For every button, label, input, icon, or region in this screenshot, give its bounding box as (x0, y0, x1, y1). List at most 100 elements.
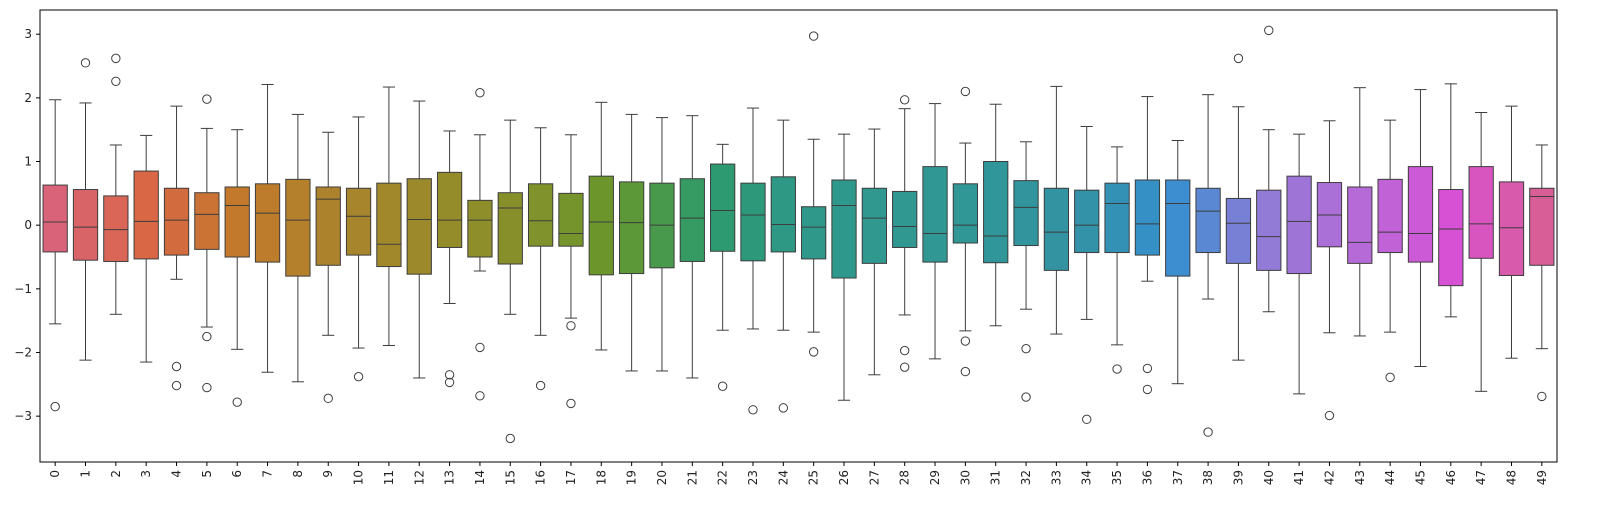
outlier-point (808, 347, 819, 357)
x-tick-label: 23 (746, 470, 760, 485)
box-iqr (618, 181, 645, 275)
outlier-point (323, 393, 333, 404)
box-iqr (163, 187, 190, 256)
box-iqr (710, 163, 736, 252)
x-tick-label: 32 (1019, 470, 1033, 485)
box-iqr (527, 183, 554, 247)
outlier-point (1385, 372, 1395, 383)
box-42 (1316, 120, 1343, 421)
box-0 (42, 99, 68, 412)
x-tick-label: 41 (1292, 470, 1306, 485)
box-41 (1286, 133, 1312, 395)
x-tick-label: 12 (412, 470, 426, 485)
box-4 (163, 105, 190, 391)
box-iqr (831, 179, 857, 279)
x-tick-label: 1 (79, 470, 93, 478)
box-7 (254, 83, 281, 373)
outlier-point (111, 53, 121, 64)
outlier-point (1082, 414, 1092, 425)
outlier-point (899, 362, 910, 372)
outlier-point (475, 88, 485, 98)
outlier-point (1324, 410, 1335, 421)
x-tick-label: 6 (230, 470, 244, 478)
box-iqr (861, 187, 887, 264)
x-tick-label: 11 (382, 470, 396, 485)
box-iqr (194, 192, 220, 250)
x-tick-label: 34 (1080, 470, 1094, 485)
outlier-point (475, 342, 485, 353)
box-iqr (952, 183, 979, 244)
box-47 (1468, 111, 1494, 392)
x-tick-label: 47 (1474, 470, 1488, 485)
outlier-point (1112, 364, 1122, 374)
outlier-point (202, 382, 212, 393)
box-iqr (558, 192, 584, 247)
box-iqr (315, 186, 341, 266)
box-iqr (42, 184, 68, 253)
y-tick-label: −1 (14, 282, 32, 296)
outlier-point (1203, 427, 1213, 437)
outlier-point (80, 58, 91, 68)
box-iqr (72, 189, 99, 261)
outlier-point (171, 380, 182, 391)
box-iqr (922, 166, 948, 263)
box-43 (1347, 87, 1373, 337)
box-iqr (1195, 187, 1221, 254)
outlier-point (778, 403, 789, 413)
outlier-point (1233, 53, 1244, 64)
box-iqr (1377, 178, 1403, 254)
x-tick-label: 30 (958, 470, 972, 485)
box-20 (649, 117, 675, 372)
box-40 (1256, 25, 1282, 313)
y-tick-label: −3 (14, 409, 32, 423)
box-35 (1104, 146, 1130, 374)
box-iqr (103, 195, 129, 262)
x-tick-label: 20 (655, 470, 669, 485)
outlier-point (475, 391, 485, 401)
x-tick-label: 39 (1231, 470, 1245, 485)
x-axis: 0 1 2 3 4 5 6 7 8 9 10 11 12 13 14 15 16 17 18 19 20 21 22 23 24… (48, 462, 1549, 485)
outlier-point (535, 380, 546, 391)
box-iqr (345, 187, 372, 256)
outlier-point (960, 86, 971, 97)
box-iqr (1347, 186, 1373, 264)
box-6 (224, 129, 250, 407)
box-26 (831, 133, 857, 401)
x-tick-label: 0 (48, 470, 62, 478)
x-tick-label: 25 (807, 470, 821, 485)
box-iqr (1074, 189, 1100, 254)
box-27 (861, 128, 887, 376)
box-iqr (406, 178, 432, 275)
outlier-point (444, 377, 455, 388)
box-30 (952, 86, 979, 377)
box-45 (1407, 89, 1434, 368)
box-32 (1013, 141, 1039, 402)
x-tick-label: 21 (685, 470, 699, 485)
outlier-point (899, 95, 910, 105)
box-49 (1529, 144, 1555, 402)
plot-frame (39, 9, 1558, 463)
x-tick-label: 2 (109, 470, 123, 478)
box-iqr (1134, 179, 1161, 256)
box-iqr (983, 161, 1009, 264)
box-iqr (1407, 166, 1434, 263)
box-36 (1134, 96, 1161, 395)
outlier-point (171, 361, 182, 372)
box-33 (1043, 85, 1070, 335)
x-tick-label: 36 (1140, 470, 1154, 485)
x-tick-label: 28 (898, 470, 912, 485)
x-tick-label: 44 (1383, 470, 1397, 485)
box-46 (1438, 83, 1464, 318)
x-tick-label: 42 (1322, 470, 1336, 485)
box-16 (527, 127, 554, 391)
x-tick-label: 18 (594, 470, 608, 485)
x-tick-label: 19 (625, 470, 639, 485)
box-iqr (1468, 166, 1494, 259)
x-tick-label: 45 (1413, 470, 1427, 485)
x-tick-label: 43 (1353, 470, 1367, 485)
outlier-point (808, 31, 819, 41)
x-tick-label: 17 (564, 470, 578, 485)
outlier-point (202, 331, 212, 342)
x-tick-label: 24 (776, 470, 790, 485)
box-iqr (467, 199, 493, 258)
